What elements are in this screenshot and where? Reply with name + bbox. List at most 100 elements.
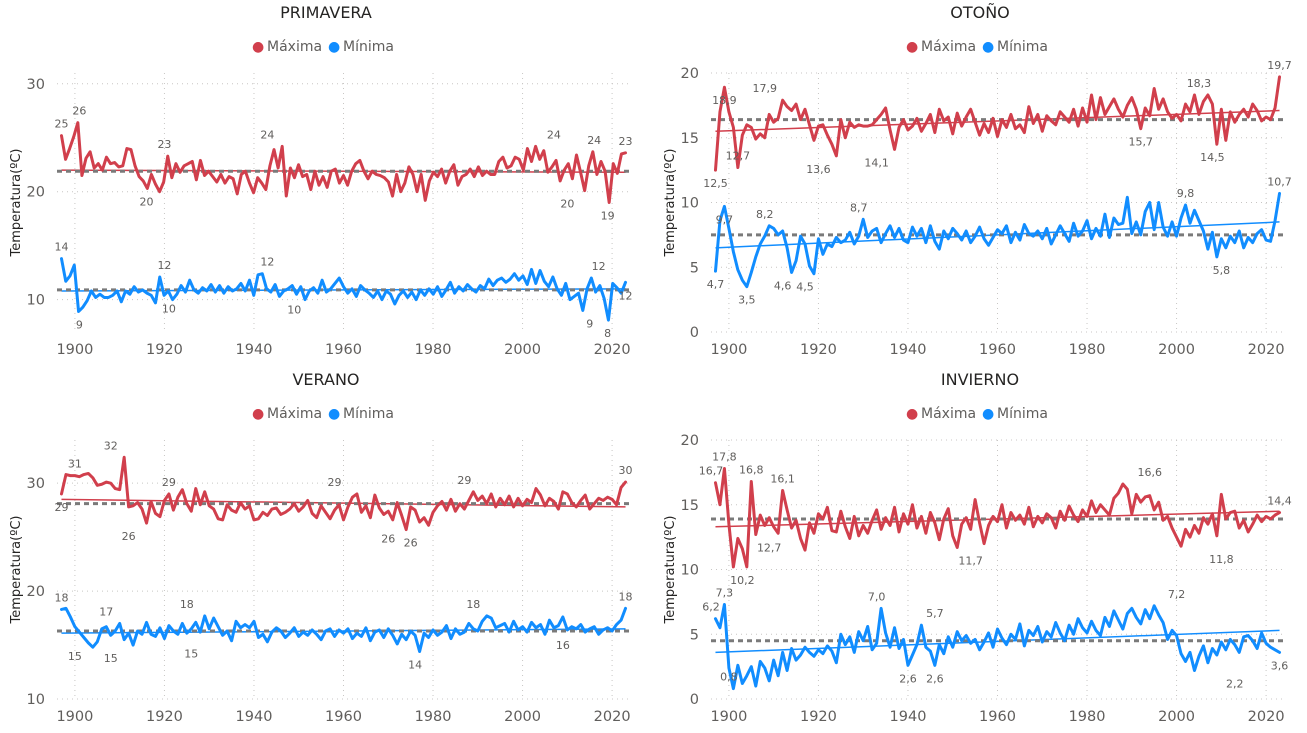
data-label: 26 (72, 105, 86, 118)
y-tick-label: 15 (681, 131, 699, 147)
trend-line-minima (715, 629, 1280, 654)
chart-otono: OTOÑO ● Máxima ● Mínima 0 5 10 15 20 1900 1920 1940 1… (654, 0, 1307, 366)
data-label: 0,8 (720, 671, 738, 684)
data-label: 26 (122, 530, 136, 543)
data-label: 3,6 (1271, 659, 1289, 672)
data-label: 18 (466, 598, 480, 611)
y-tick-label: 20 (681, 66, 699, 82)
series-line-maxima (59, 455, 628, 532)
x-tick-label: 2020 (594, 709, 631, 725)
data-label: 12 (619, 289, 633, 302)
data-label: 24 (260, 128, 274, 141)
data-label: 17,9 (752, 82, 777, 95)
data-label: 16,8 (739, 463, 764, 476)
data-label: 8 (604, 327, 611, 340)
data-label: 2,2 (1226, 678, 1244, 691)
data-label: 9 (76, 318, 83, 331)
legend-marker-maxima: ● (906, 39, 918, 55)
legend-label-maxima: Máxima (921, 406, 976, 422)
x-tick-label: 1900 (56, 342, 93, 358)
legend-label-maxima: Máxima (921, 39, 976, 55)
x-tick-label: 1960 (325, 709, 362, 725)
y-tick-label: 30 (27, 77, 45, 93)
data-label: 18 (619, 590, 633, 603)
data-label: 19 (601, 210, 615, 223)
legend-label-minima: Mínima (343, 406, 394, 422)
data-label: 12 (157, 259, 171, 272)
data-label: 4,5 (796, 281, 814, 294)
x-tick-label: 1980 (1069, 342, 1106, 358)
chart-title: OTOÑO (950, 3, 1010, 22)
data-label: 11,8 (1209, 553, 1234, 566)
legend-marker-minima: ● (328, 406, 340, 422)
data-label: 10,7 (1267, 175, 1292, 188)
data-label: 29 (54, 501, 68, 514)
data-label: 15 (68, 650, 82, 663)
x-tick-label: 1980 (1069, 709, 1106, 725)
trend-line-minima (61, 628, 626, 634)
x-tick-label: 2000 (504, 709, 541, 725)
trend-line-minima (715, 221, 1280, 249)
data-label: 14 (54, 241, 68, 254)
data-label: 9,7 (716, 213, 734, 226)
x-tick-label: 1920 (800, 342, 837, 358)
chart-title: PRIMAVERA (280, 3, 372, 22)
legend: ● Máxima ● Mínima (252, 406, 394, 422)
data-label: 29 (162, 476, 176, 489)
y-tick-label: 15 (681, 498, 699, 514)
data-label: 15 (104, 652, 118, 665)
legend-label-minima: Mínima (997, 39, 1048, 55)
data-label: 12 (260, 256, 274, 269)
y-tick-label: 0 (690, 692, 699, 708)
chart-title: VERANO (292, 370, 359, 389)
y-axis-label: Temperatura(ºC) (663, 516, 678, 625)
data-label: 8,7 (850, 201, 868, 214)
data-label: 8,2 (756, 208, 774, 221)
x-tick-label: 2000 (1158, 709, 1195, 725)
y-tick-label: 20 (681, 433, 699, 449)
series-line-minima (59, 606, 628, 654)
data-label: 7,3 (716, 586, 734, 599)
legend: ● Máxima ● Mínima (906, 406, 1048, 422)
data-label: 3,5 (738, 294, 756, 307)
x-tick-label: 2020 (1248, 709, 1285, 725)
data-label: 4,6 (774, 279, 792, 292)
data-label: 7,0 (868, 590, 886, 603)
data-label: 6,2 (702, 601, 720, 614)
x-tick-label: 1900 (710, 342, 747, 358)
x-tick-label: 1900 (56, 709, 93, 725)
x-tick-label: 2000 (1158, 342, 1195, 358)
y-tick-label: 30 (27, 476, 45, 492)
legend-marker-maxima: ● (906, 406, 918, 422)
data-label: 12 (592, 260, 606, 273)
data-label: 5,7 (926, 607, 944, 620)
data-label: 14,4 (1267, 495, 1292, 508)
data-label: 4,7 (707, 278, 725, 291)
data-label: 15 (184, 648, 198, 661)
data-label: 18 (54, 591, 68, 604)
legend-marker-minima: ● (982, 39, 994, 55)
data-label: 17 (99, 605, 113, 618)
data-label: 18,3 (1187, 77, 1212, 90)
y-tick-label: 0 (690, 325, 699, 341)
data-label: 18,9 (712, 94, 737, 107)
data-label: 5,8 (1213, 264, 1231, 277)
legend-label-minima: Mínima (343, 39, 394, 55)
y-tick-label: 10 (27, 692, 45, 708)
data-label: 26 (404, 537, 418, 550)
y-tick-label: 5 (690, 260, 699, 276)
data-label: 24 (587, 134, 601, 147)
y-axis-label: Temperatura(ºC) (663, 149, 678, 258)
series-line-maxima (59, 121, 628, 204)
x-tick-label: 1920 (800, 709, 837, 725)
data-label: 20 (140, 195, 154, 208)
series-line-minima (59, 257, 628, 322)
data-label: 13,6 (806, 163, 831, 176)
x-tick-label: 1920 (146, 342, 183, 358)
x-tick-label: 1940 (236, 709, 273, 725)
data-label: 18 (180, 598, 194, 611)
y-tick-label: 5 (690, 627, 699, 643)
data-label: 20 (560, 198, 574, 211)
